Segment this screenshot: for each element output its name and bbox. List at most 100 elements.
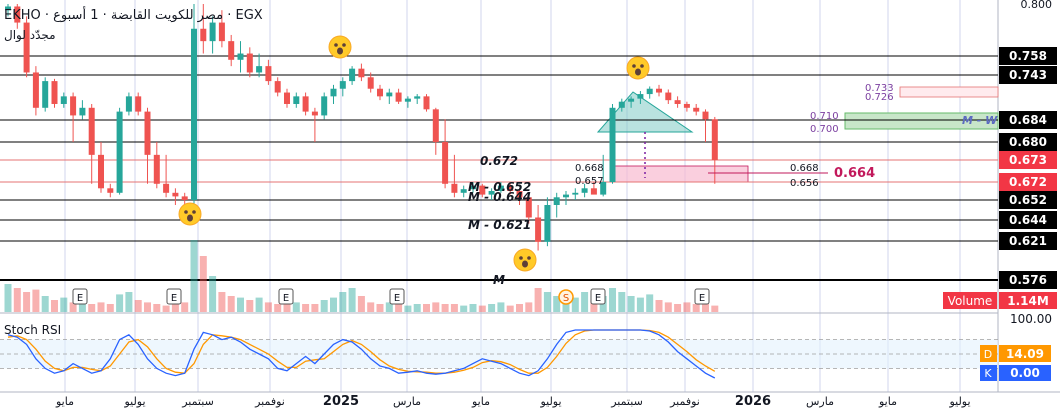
face-eye [527,256,531,260]
time-tick-label: نوفمبر [669,395,700,408]
candle-body [702,111,709,120]
volume-bar [97,302,105,312]
annot-target: 0.664 [834,166,875,181]
candle-body [646,88,653,95]
candle-body [125,96,132,112]
volume-bar [181,302,189,312]
volume-bar [190,240,198,312]
stoch-k-value-tag [999,365,1051,381]
volume-bar [339,292,347,312]
volume-bar [525,302,533,312]
candle-body [181,196,188,200]
candlesticks [5,4,718,251]
volume-bar [674,304,682,312]
volume-bar [246,300,254,312]
candle-body [414,96,421,99]
price-tag-label: 0.684 [1009,113,1047,127]
volume-bar [497,302,505,312]
volume-bar [23,292,31,312]
candle-body [246,53,253,73]
volume-bar [413,304,421,312]
volume-value-tag [999,292,1057,309]
price-tag [999,232,1057,250]
candle-body [311,111,318,116]
volume-bar [488,304,496,312]
time-tick-label: مارس [393,395,421,408]
volume-bar [543,292,551,312]
volume-bar [274,304,282,312]
candle-body [497,185,504,191]
time-tick-label: مايو [55,395,74,408]
candle-body [23,22,30,73]
annot-fib-700: 0.700 [810,124,839,135]
candle-body [590,188,597,195]
volume-tag-label: Volume [948,294,993,308]
earnings-marker [166,288,182,305]
volume-bar [441,304,449,312]
face-eye [632,64,636,68]
price-tag-label: 0.644 [1009,213,1047,227]
time-tick-label: يوليو [948,395,970,408]
volume-bar [478,305,486,312]
time-tick-label: سبتمبر [181,395,214,408]
marker-label: E [595,293,601,304]
axis-top-label: 0.800 [1021,0,1053,11]
candle-body [711,119,718,160]
candle-body [367,77,374,89]
candle-body [135,96,142,112]
face-mouth [522,260,528,268]
annot-672: 0.672 [480,154,518,168]
annot-m-652: M - 0.652 [468,180,531,194]
candle-body [535,217,542,242]
price-tag [999,151,1057,169]
volume-bar [209,276,217,312]
volume-bar [106,304,114,312]
volume-bar [116,294,124,312]
volume-bar [367,302,375,312]
pink-zone [611,165,749,183]
candle-body [209,22,216,42]
volume-bar [404,305,412,312]
time-tick-label: مايو [878,395,897,408]
candle-body [51,81,58,104]
volume-bar [227,296,235,312]
annot-m-621: M - 0.621 [468,218,531,232]
annot-m-576: M [493,273,505,287]
marker-label: E [171,293,177,304]
candle-body [32,72,39,108]
candle-body [581,188,588,193]
price-tag [999,173,1057,191]
candle-body [637,94,644,99]
candle-body [451,183,458,193]
volume-bar [144,302,151,312]
volume-bar [516,304,523,312]
annot-fib-710: 0.710 [810,111,839,122]
volume-bar [292,302,300,312]
candle-body [507,185,514,191]
candle-body [460,189,467,193]
candle-body [60,96,67,104]
volume-bar [348,288,356,312]
volume-bar [69,302,77,312]
candle-body [172,192,179,197]
time-tick-label: 2026 [735,394,771,409]
candle-body [693,107,700,112]
candle-body [200,28,207,42]
time-tick-label: سبتمبر [610,395,643,408]
volume-bar [376,304,384,312]
candle-body [284,92,290,104]
volume-bar [553,296,561,312]
volume-bar [125,292,133,312]
volume-tag [943,292,997,309]
earnings-marker [590,288,606,305]
volume-bar [655,300,663,312]
volume-bar [646,294,654,312]
volume-bar [32,289,40,312]
stoch-k-tag-label: K [984,367,992,380]
candle-body [479,185,486,195]
candle-body [237,53,244,60]
volume-bar [51,300,58,312]
volume-bar [702,304,709,312]
